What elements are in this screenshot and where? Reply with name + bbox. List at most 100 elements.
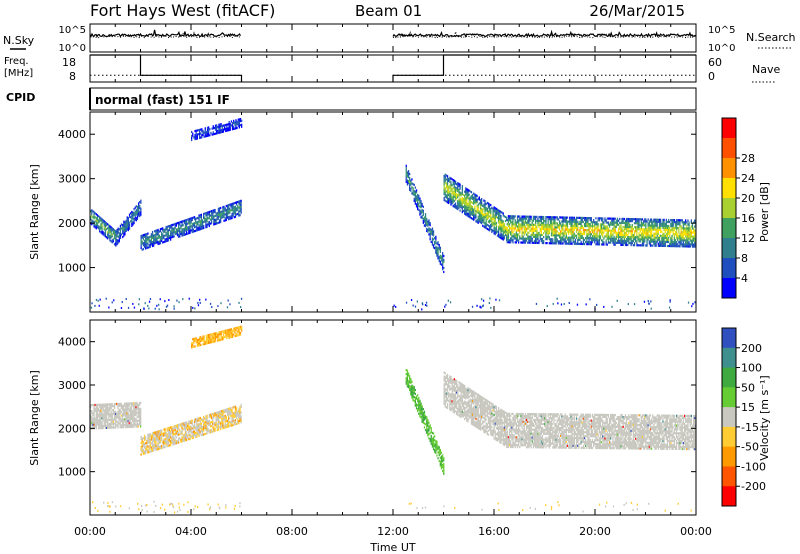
- power-cell: [550, 232, 553, 235]
- power-cell: [452, 197, 454, 200]
- power-cell: [599, 231, 602, 234]
- power-cell: [577, 222, 579, 225]
- velocity-cell: [127, 420, 129, 423]
- power-cell: [479, 203, 482, 206]
- power-cell: [586, 229, 588, 232]
- power-cell: [562, 226, 564, 229]
- power-cell: [506, 239, 508, 242]
- power-cell: [495, 215, 498, 218]
- velocity-cell: [135, 419, 137, 422]
- power-cell: [579, 216, 581, 219]
- power-cell: [522, 235, 524, 238]
- power-cell: [548, 242, 550, 245]
- velocity-cell: [209, 341, 211, 344]
- power-cell: [521, 215, 523, 218]
- power-cell: [616, 219, 619, 222]
- power-cell: [694, 237, 696, 240]
- velocity-cell: [120, 406, 122, 409]
- power-cell: [411, 178, 413, 181]
- velocity-cell: [174, 428, 176, 431]
- power-cell: [611, 235, 613, 238]
- power-cell: [539, 237, 541, 241]
- velocity-cell: [174, 424, 176, 428]
- power-cell: [451, 196, 453, 199]
- power-cell: [418, 204, 420, 207]
- power-cell: [135, 219, 137, 222]
- power-cell: [490, 218, 492, 221]
- power-cell: [156, 241, 158, 244]
- velocity-cell: [213, 414, 215, 417]
- power-cell: [538, 219, 540, 223]
- power-cell: [453, 185, 455, 188]
- power-cell: [678, 241, 680, 244]
- velocity-cell: [170, 436, 172, 439]
- velocity-cell: [105, 405, 108, 408]
- power-cell: [513, 217, 515, 220]
- velocity-cell: [120, 414, 122, 417]
- velocity-cell: [239, 413, 241, 417]
- power-cell: [553, 228, 555, 231]
- power-cell: [434, 241, 436, 244]
- power-cell: [541, 237, 544, 241]
- power-cell: [512, 217, 514, 220]
- power-cell: [179, 233, 181, 236]
- velocity-cell: [128, 402, 130, 405]
- power-cell: [166, 231, 168, 234]
- power-cell: [515, 225, 517, 228]
- power-cell: [183, 221, 185, 224]
- velocity-cell: [149, 446, 151, 449]
- velocity-cell: [161, 439, 163, 442]
- power-cell: [226, 216, 229, 219]
- power-cell: [528, 239, 530, 242]
- power-cell: [650, 234, 653, 237]
- power-cell: [203, 220, 205, 224]
- power-cell: [521, 233, 523, 236]
- power-cell: [223, 207, 225, 210]
- velocity-cell: [154, 445, 156, 448]
- power-cell: [223, 215, 225, 218]
- power-cell: [681, 237, 683, 240]
- power-cell: [564, 226, 566, 229]
- power-cell: [116, 231, 118, 234]
- velocity-cell: [215, 413, 217, 416]
- power-cell: [113, 243, 116, 246]
- power-cell: [135, 217, 137, 220]
- power-cell: [561, 216, 563, 219]
- power-cell: [521, 227, 523, 230]
- power-cell: [662, 240, 664, 243]
- power-cell: [171, 230, 173, 233]
- power-cell: [94, 212, 96, 215]
- power-cell: [457, 200, 459, 203]
- power-cell: [104, 225, 107, 228]
- power-colorbar-tick-label: 12: [741, 232, 755, 245]
- power-cell: [173, 229, 175, 232]
- velocity-cell: [111, 422, 113, 425]
- power-cell: [458, 188, 460, 191]
- power-cell: [502, 226, 504, 229]
- power-cell: [507, 219, 510, 222]
- power-cell: [139, 213, 141, 216]
- power-cell: [586, 239, 588, 242]
- velocity-cell: [238, 410, 240, 413]
- velocity-cell: [93, 407, 95, 410]
- power-cell: [468, 189, 470, 192]
- velocity-cell: [129, 425, 132, 428]
- power-cell: [572, 228, 574, 231]
- power-cell: [670, 225, 672, 228]
- power-cell: [590, 239, 592, 242]
- power-cell: [417, 202, 419, 205]
- velocity-cell: [198, 423, 200, 426]
- velocity-cell: [222, 413, 224, 416]
- power-cell: [134, 218, 136, 221]
- velocity-cell: [178, 431, 180, 434]
- power-cell: [468, 215, 470, 218]
- power-cell: [228, 212, 230, 215]
- power-cell: [647, 232, 649, 235]
- velocity-cell: [123, 414, 125, 417]
- power-cell: [562, 232, 564, 235]
- power-cell: [200, 223, 202, 226]
- power-cell: [616, 217, 619, 220]
- power-cell: [498, 221, 500, 224]
- power-cell: [535, 233, 537, 236]
- power-cell: [452, 199, 454, 202]
